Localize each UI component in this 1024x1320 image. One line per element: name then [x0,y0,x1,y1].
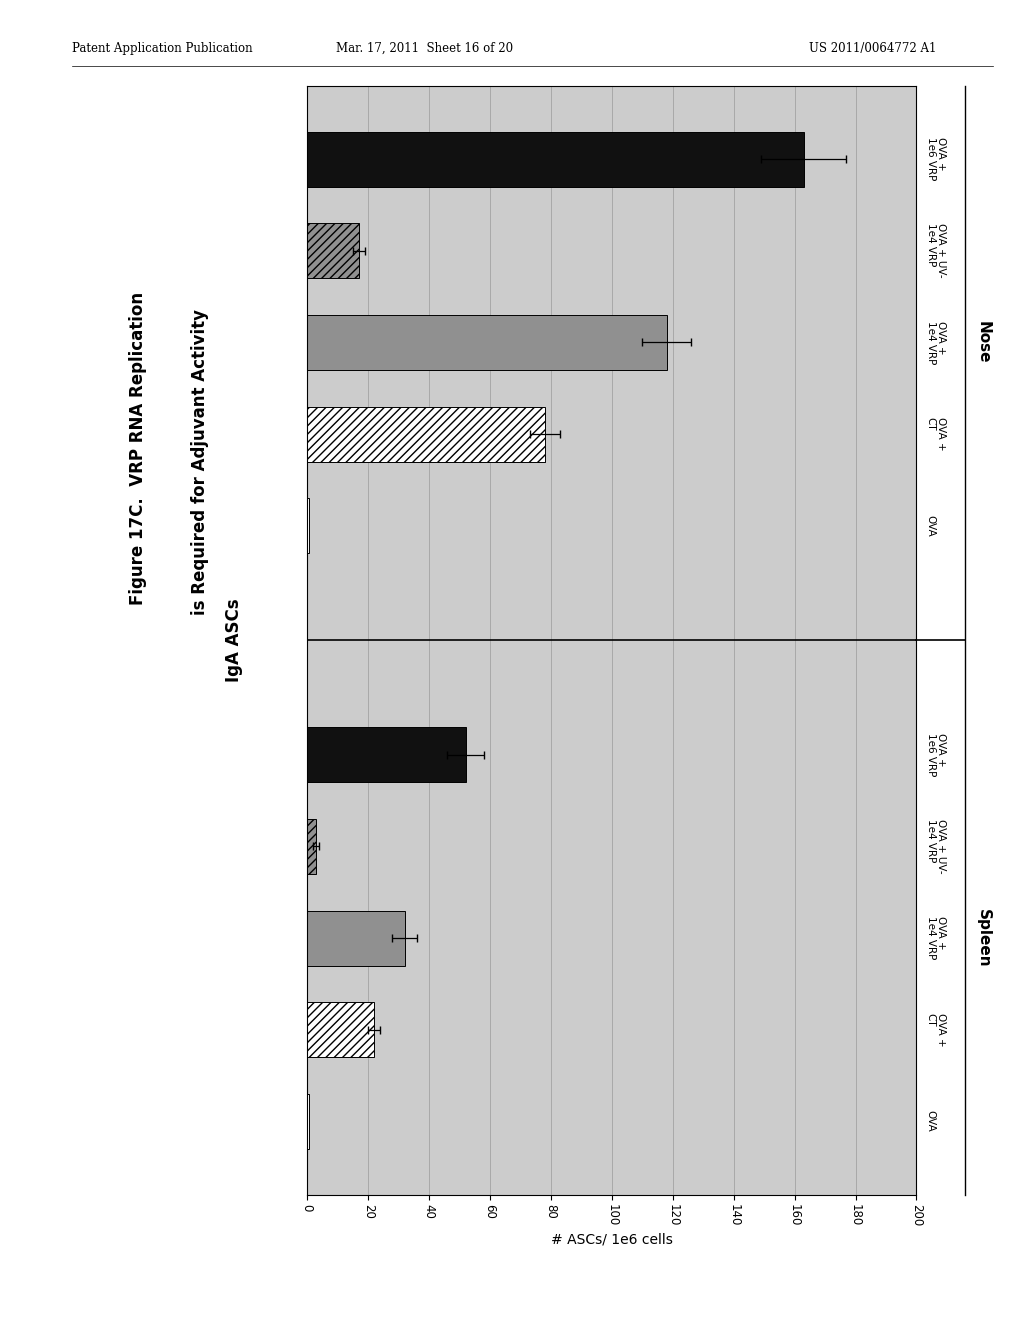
Bar [307,818,316,874]
Text: Spleen: Spleen [976,908,991,968]
Text: OVA + UV-
1e4 VRP: OVA + UV- 1e4 VRP [926,223,945,279]
Bar [307,407,545,462]
Bar [307,1094,308,1148]
Text: OVA: OVA [926,515,936,536]
Text: Figure 17C.  VRP RNA Replication: Figure 17C. VRP RNA Replication [129,292,147,606]
Text: OVA +
1e6 VRP: OVA + 1e6 VRP [926,137,945,181]
Bar [307,498,308,553]
Text: Nose: Nose [976,321,991,363]
Bar [307,315,667,370]
X-axis label: # ASCs/ 1e6 cells: # ASCs/ 1e6 cells [551,1233,673,1246]
Text: OVA +
CT: OVA + CT [926,417,945,451]
Text: US 2011/0064772 A1: US 2011/0064772 A1 [809,42,936,55]
Bar [307,223,359,279]
Bar [307,911,404,965]
Text: OVA +
1e4 VRP: OVA + 1e4 VRP [926,916,945,960]
Bar [307,1002,374,1057]
Text: Patent Application Publication: Patent Application Publication [72,42,252,55]
Text: OVA: OVA [926,1110,936,1133]
Text: OVA +
1e4 VRP: OVA + 1e4 VRP [926,321,945,364]
Bar [307,132,804,186]
Text: is Required for Adjuvant Activity: is Required for Adjuvant Activity [190,309,209,615]
Text: Mar. 17, 2011  Sheet 16 of 20: Mar. 17, 2011 Sheet 16 of 20 [337,42,513,55]
Text: IgA ASCs: IgA ASCs [225,598,243,682]
Text: OVA +
CT: OVA + CT [926,1012,945,1047]
Text: OVA + UV-
1e4 VRP: OVA + UV- 1e4 VRP [926,820,945,874]
Bar [307,727,466,783]
Text: OVA +
1e6 VRP: OVA + 1e6 VRP [926,733,945,776]
